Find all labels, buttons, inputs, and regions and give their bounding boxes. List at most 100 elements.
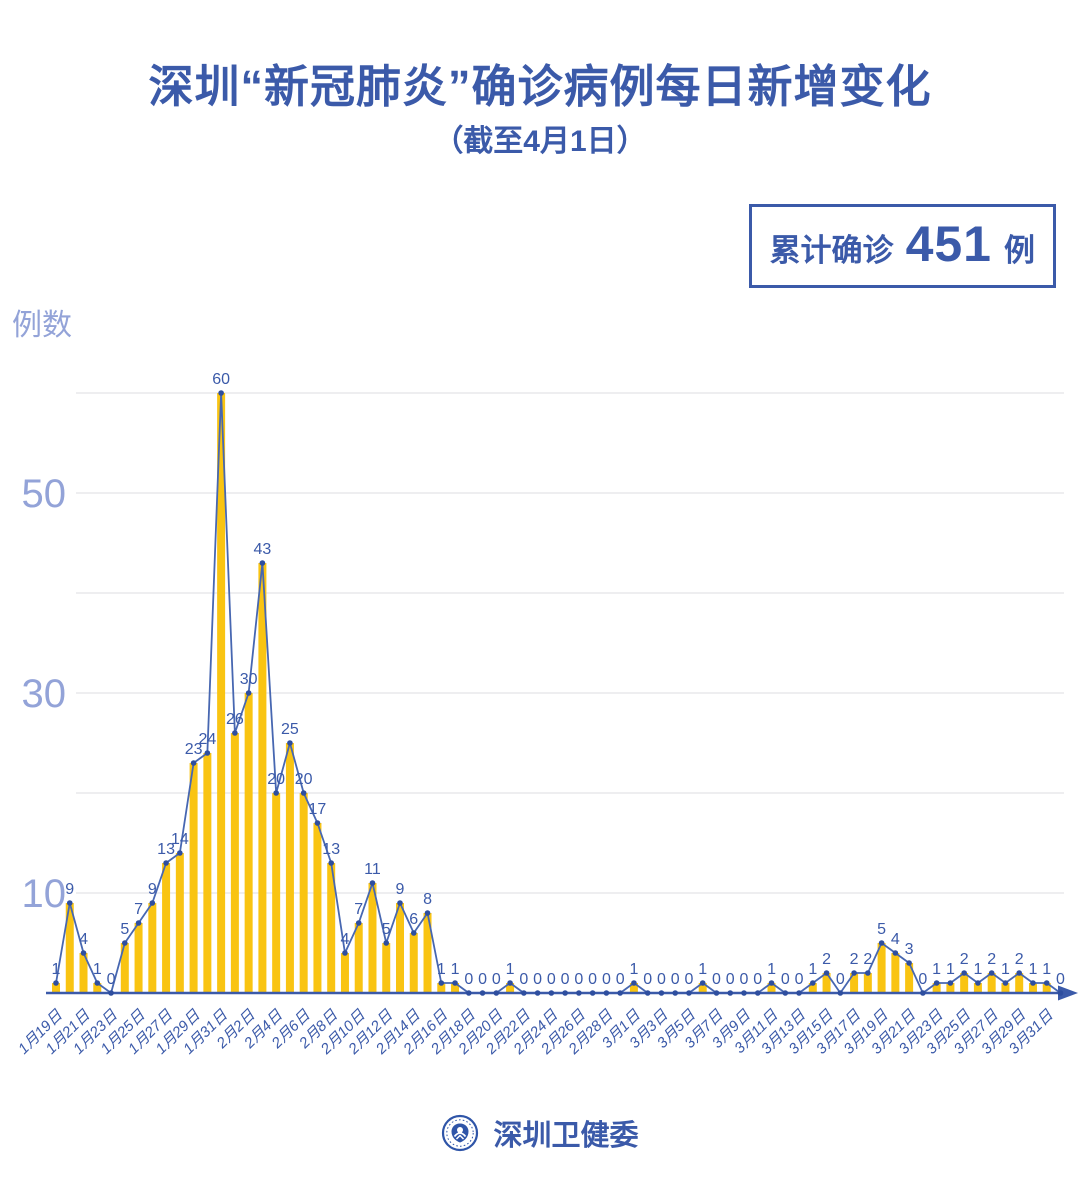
value-label: 1 xyxy=(973,961,982,978)
bar xyxy=(162,863,171,993)
bar xyxy=(258,563,267,993)
bar xyxy=(52,983,60,993)
value-label: 11 xyxy=(364,861,381,878)
bar xyxy=(244,693,253,993)
bar xyxy=(1015,973,1024,993)
data-point xyxy=(383,940,390,946)
data-point xyxy=(80,950,87,956)
value-label: 17 xyxy=(309,801,327,818)
value-label: 2 xyxy=(822,951,831,968)
y-axis-title: 例数 xyxy=(12,309,72,342)
y-tick-label: 30 xyxy=(22,672,67,716)
data-point xyxy=(245,690,252,696)
data-point xyxy=(190,760,197,766)
data-point xyxy=(975,980,981,986)
badge-suffix: 例 xyxy=(1004,233,1035,268)
data-point xyxy=(768,980,775,986)
value-label: 1 xyxy=(52,961,61,978)
bar xyxy=(368,883,377,993)
bar xyxy=(313,823,322,993)
data-point xyxy=(452,980,458,986)
value-label: 9 xyxy=(65,881,74,898)
value-label: 0 xyxy=(616,971,625,988)
value-label: 5 xyxy=(877,921,886,938)
page-title: 深圳“新冠肺炎”确诊病例每日新增变化 xyxy=(148,61,932,112)
bar xyxy=(340,953,349,993)
data-point xyxy=(287,740,293,746)
value-label: 1 xyxy=(946,961,955,978)
bar xyxy=(409,933,418,993)
data-point xyxy=(204,750,211,756)
value-label: 0 xyxy=(781,971,790,988)
data-point xyxy=(631,980,637,986)
value-label: 0 xyxy=(588,971,597,988)
data-point xyxy=(466,990,472,996)
data-point xyxy=(589,990,596,996)
data-point xyxy=(355,920,362,926)
value-label: 25 xyxy=(281,721,299,738)
data-point xyxy=(658,990,665,996)
value-label: 0 xyxy=(602,971,611,988)
value-label: 0 xyxy=(478,971,487,988)
bar xyxy=(905,963,914,993)
bar xyxy=(891,953,900,993)
value-label: 0 xyxy=(685,971,694,988)
bar xyxy=(354,923,363,993)
value-label: 1 xyxy=(698,961,707,978)
data-point xyxy=(810,980,816,986)
data-point xyxy=(644,990,651,996)
value-label: 2 xyxy=(960,951,969,968)
data-point xyxy=(823,970,830,976)
bar xyxy=(698,983,707,993)
data-point xyxy=(177,850,183,856)
value-label: 60 xyxy=(212,371,230,388)
data-point xyxy=(397,900,403,906)
bar xyxy=(1001,983,1010,993)
data-point xyxy=(878,940,885,946)
value-label: 3 xyxy=(905,941,914,958)
badge-prefix: 累计确诊 xyxy=(769,233,894,268)
value-label: 0 xyxy=(836,971,845,988)
bar xyxy=(65,903,74,993)
bar xyxy=(396,903,404,993)
bar xyxy=(299,793,308,993)
value-label: 0 xyxy=(107,971,116,988)
data-point xyxy=(727,990,734,996)
value-label: 30 xyxy=(240,671,258,688)
value-label: 1 xyxy=(93,961,102,978)
bar xyxy=(272,793,281,993)
footer-org-name: 深圳卫健委 xyxy=(493,1120,639,1152)
data-point xyxy=(562,990,568,996)
data-point xyxy=(259,560,266,566)
value-label: 6 xyxy=(409,911,418,928)
data-point xyxy=(576,990,582,996)
bar xyxy=(932,983,941,993)
value-label: 1 xyxy=(629,961,638,978)
data-point xyxy=(149,900,156,906)
value-label: 0 xyxy=(464,971,473,988)
value-label: 20 xyxy=(295,771,313,788)
value-label: 0 xyxy=(712,971,721,988)
bar xyxy=(217,393,226,993)
bar xyxy=(327,863,336,993)
data-point xyxy=(920,990,926,996)
data-point xyxy=(796,990,802,996)
value-label: 0 xyxy=(574,971,583,988)
data-point xyxy=(906,960,912,966)
value-label: 0 xyxy=(753,971,762,988)
data-point xyxy=(617,990,623,996)
bar xyxy=(767,983,776,993)
y-tick-label: 10 xyxy=(22,872,67,916)
data-point xyxy=(273,790,279,796)
data-point xyxy=(314,820,321,826)
bar xyxy=(987,973,996,993)
value-label: 20 xyxy=(267,771,285,788)
data-point xyxy=(1016,970,1022,976)
data-point xyxy=(53,980,59,986)
data-point xyxy=(548,990,555,996)
data-point xyxy=(438,980,445,986)
bar xyxy=(451,983,460,993)
value-label: 7 xyxy=(354,901,363,918)
data-point xyxy=(94,980,101,986)
